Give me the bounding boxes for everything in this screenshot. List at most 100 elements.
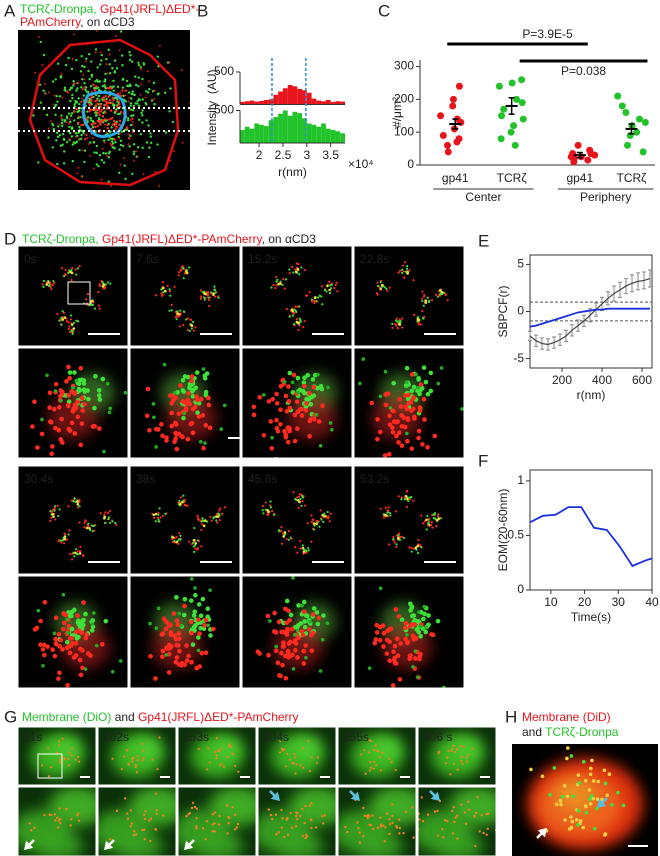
fluorescent-spot	[383, 402, 389, 408]
fluorescent-spot	[101, 285, 105, 288]
fluorescent-spot	[111, 520, 114, 523]
fluorescent-spot	[60, 316, 63, 319]
fluorescent-spot	[395, 324, 398, 327]
y-tick-label: 0	[517, 304, 524, 318]
fluorescent-spot	[186, 653, 191, 659]
fluorescent-spot	[120, 767, 123, 771]
fluorescent-spot	[368, 769, 371, 772]
histogram-bar	[244, 126, 250, 143]
fluorescent-spot	[141, 146, 144, 149]
fluorescent-spot	[293, 753, 296, 756]
fluorescent-spot	[131, 121, 134, 124]
fluorescent-spot	[424, 625, 428, 630]
fluorescent-spot	[310, 802, 313, 805]
fluorescent-spot	[127, 133, 130, 136]
fluorescent-spot	[74, 135, 77, 138]
fluorescent-spot	[67, 327, 70, 331]
fluorescent-spot	[63, 316, 67, 319]
fluorescent-spot	[60, 72, 63, 75]
fluorescent-spot	[402, 270, 405, 273]
fluorescent-spot	[379, 507, 382, 510]
fluorescent-spot	[425, 444, 430, 450]
fluorescent-spot	[310, 377, 316, 382]
fluorescent-spot	[202, 623, 207, 628]
fluorescent-spot	[378, 816, 382, 819]
fluorescent-spot	[310, 756, 314, 759]
fluorescent-spot	[320, 295, 323, 298]
fluorescent-spot	[382, 516, 385, 519]
fluorescent-spot	[200, 523, 204, 526]
fluorescent-spot	[136, 99, 139, 103]
fluorescent-spot	[57, 405, 62, 410]
fluorescent-spot	[291, 762, 294, 765]
fluorescent-spot	[310, 298, 313, 301]
fluorescent-spot	[291, 372, 297, 378]
fluorescent-spot	[69, 824, 72, 827]
fluorescent-spot	[152, 516, 156, 519]
fluorescent-spot	[90, 108, 94, 112]
fluorescent-spot	[587, 797, 592, 801]
fluorescent-spot	[213, 811, 217, 814]
fluorescent-spot	[61, 267, 64, 270]
fluorescent-spot	[436, 295, 440, 298]
fluorescent-spot	[107, 48, 110, 52]
fluorescent-spot	[61, 96, 64, 99]
fluorescent-spot	[119, 91, 122, 94]
fluorescent-spot	[40, 764, 44, 767]
fluorescent-spot	[407, 499, 410, 502]
fluorescent-spot	[298, 621, 304, 626]
fluorescent-spot	[379, 755, 382, 759]
fluorescent-spot	[53, 505, 57, 508]
fluorescent-spot	[47, 127, 50, 130]
fluorescent-spot	[115, 122, 118, 125]
fluorescent-spot	[43, 813, 46, 817]
fluorescent-spot	[574, 817, 579, 822]
fluorescent-spot	[379, 825, 383, 828]
fluorescent-spot	[94, 109, 97, 112]
fluorescent-spot	[85, 526, 89, 530]
fluorescent-spot	[319, 509, 322, 512]
fluorescent-spot	[118, 103, 121, 106]
glow	[369, 787, 416, 827]
fluorescent-spot	[425, 518, 428, 522]
fluorescent-spot	[261, 432, 267, 438]
fluorescent-spot	[188, 101, 190, 104]
fluorescent-spot	[376, 281, 379, 284]
fluorescent-spot	[378, 586, 383, 591]
histogram-bar	[268, 99, 274, 105]
fluorescent-spot	[271, 817, 274, 821]
image-border	[177, 786, 257, 856]
fluorescent-spot	[276, 619, 282, 625]
fluorescent-spot	[222, 403, 227, 408]
fluorescent-spot	[142, 173, 145, 176]
fluorescent-spot	[409, 605, 414, 611]
fluorescent-spot	[144, 101, 147, 105]
fluorescent-spot	[139, 93, 142, 96]
fluorescent-spot	[284, 620, 290, 625]
data-point	[455, 82, 463, 90]
fluorescent-spot	[73, 555, 76, 558]
fluorescent-spot	[320, 518, 323, 521]
fluorescent-spot	[40, 417, 44, 422]
fluorescent-spot	[83, 521, 86, 524]
fluorescent-spot	[121, 89, 124, 92]
time-label: 22.8s	[360, 252, 389, 266]
fluorescent-spot	[88, 77, 91, 81]
fluorescent-spot	[592, 826, 597, 831]
fluorescent-spot	[287, 530, 291, 533]
fluorescent-spot	[108, 53, 111, 56]
fluorescent-spot	[119, 143, 123, 147]
fluorescent-spot	[390, 429, 396, 435]
fluorescent-spot	[72, 82, 76, 85]
fluorescent-spot	[115, 126, 118, 129]
fluorescent-spot	[83, 149, 87, 152]
fluorescent-spot	[142, 756, 145, 760]
data-point	[500, 105, 508, 113]
fluorescent-spot	[417, 552, 420, 555]
fluorescent-spot	[420, 545, 423, 549]
fluorescent-spot	[129, 119, 132, 122]
fluorescent-spot	[262, 504, 265, 508]
fluorescent-spot	[42, 89, 45, 92]
fluorescent-spot	[67, 375, 72, 381]
fluorescent-spot	[132, 114, 135, 117]
